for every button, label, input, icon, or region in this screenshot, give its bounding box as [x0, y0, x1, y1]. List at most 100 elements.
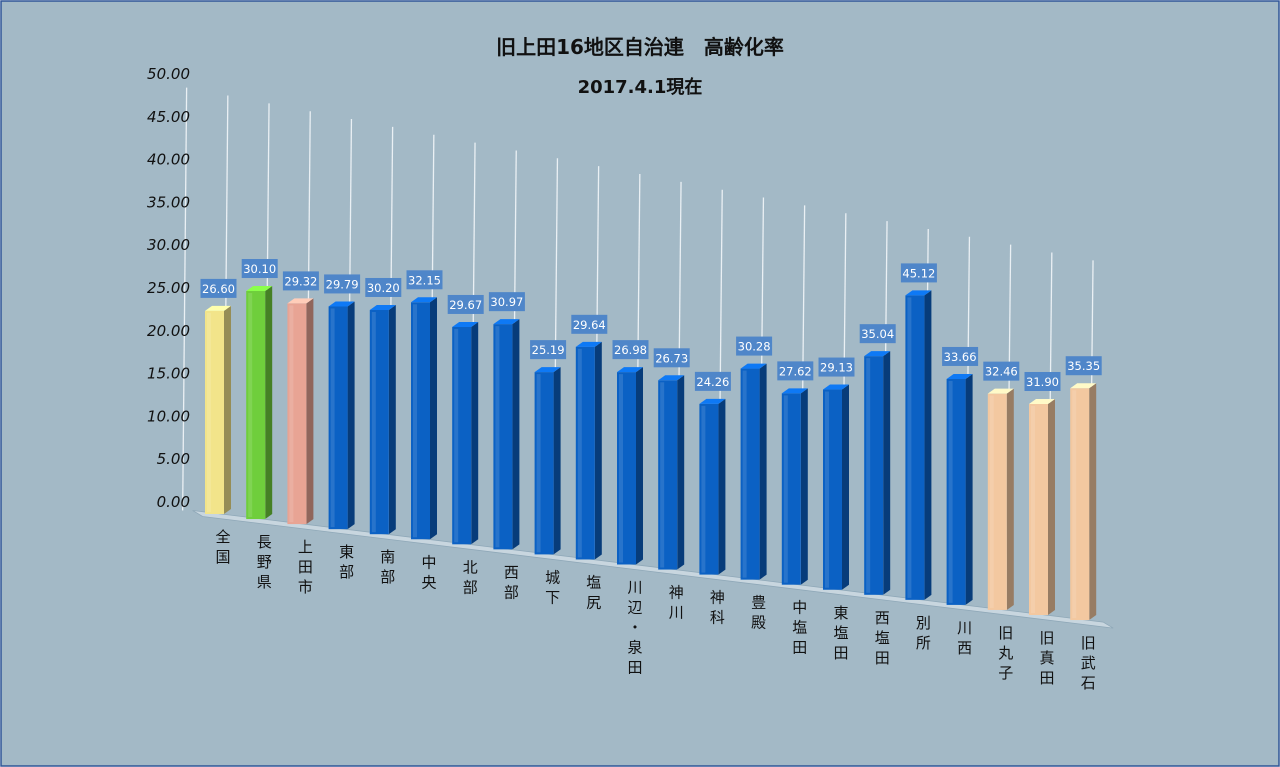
data-label-text: 25.19 — [532, 343, 565, 357]
x-tick-label-text: 川辺・泉田 — [627, 579, 642, 677]
bar — [493, 319, 520, 550]
x-tick-label-text: 南部 — [380, 548, 395, 586]
x-tick-label-text: 上田市 — [298, 538, 313, 596]
bar — [699, 398, 726, 575]
data-label-text: 35.04 — [861, 327, 894, 341]
bar-front — [905, 295, 925, 600]
y-tick-label: 25.00 — [147, 279, 190, 297]
floor-plane — [192, 510, 1114, 629]
chart-floor — [192, 510, 1114, 629]
bar-side — [759, 363, 767, 580]
bar — [205, 305, 231, 514]
bar-top — [946, 373, 973, 379]
bar-front — [658, 380, 678, 570]
data-label: 29.67 — [447, 294, 484, 314]
bar-front — [823, 389, 842, 590]
bar-top — [987, 388, 1014, 394]
bar-side — [965, 373, 973, 605]
data-label-text: 29.13 — [820, 361, 853, 375]
data-label: 29.32 — [282, 271, 319, 291]
data-label-text: 30.97 — [490, 295, 523, 309]
bar — [1070, 383, 1097, 621]
bar-front — [699, 403, 719, 575]
bar-top — [617, 367, 643, 373]
data-label: 29.13 — [818, 357, 855, 377]
y-tick-label: 40.00 — [147, 151, 190, 169]
data-label: 29.79 — [324, 274, 361, 294]
bar-side — [553, 367, 561, 555]
x-tick-label-text: 旧武石 — [1081, 634, 1096, 692]
x-tick-label-text: 川西 — [957, 619, 972, 657]
x-tick-label-text: 西塩田 — [875, 609, 890, 667]
data-label-text: 30.28 — [738, 340, 771, 354]
data-label-text: 29.32 — [284, 274, 317, 288]
x-tick-label: 南部 — [380, 548, 395, 586]
data-label-box — [406, 270, 443, 290]
bar-side — [430, 297, 437, 540]
x-tick-label: 中央 — [421, 553, 436, 591]
data-label: 30.10 — [241, 259, 278, 279]
data-label-text: 26.73 — [655, 351, 688, 365]
bar-highlight — [248, 293, 253, 518]
x-tick-label: 別所 — [916, 614, 931, 652]
x-tick-label-text: 神川 — [669, 584, 684, 622]
x-tick-label: 豊殿 — [751, 594, 766, 632]
bar — [246, 286, 273, 520]
bar-highlight — [701, 405, 706, 573]
bar — [617, 367, 643, 565]
bar-top — [658, 375, 685, 381]
bar — [369, 304, 396, 535]
bar — [823, 384, 849, 590]
x-tick-label: 川辺・泉田 — [627, 579, 642, 677]
data-label-box — [1024, 371, 1061, 391]
bar-top — [1070, 383, 1097, 389]
bar — [946, 373, 973, 605]
bar-highlight — [454, 328, 459, 543]
x-tick-label-text: 旧丸子 — [998, 624, 1013, 682]
bar-side — [224, 305, 231, 514]
x-tick-label: 東部 — [339, 543, 354, 581]
x-tick-label-text: 全国 — [215, 528, 230, 566]
data-label-text: 35.35 — [1067, 359, 1100, 373]
bar-side — [800, 388, 808, 585]
bar-highlight — [207, 312, 211, 512]
y-axis: 0.00 5.00 10.00 15.00 20.00 25.00 30.00 35.00 40… — [147, 65, 190, 511]
bar-highlight — [783, 395, 788, 583]
y-tick-label: 50.00 — [147, 65, 190, 83]
chart-title: 旧上田16地区自治連 高齢化率 — [496, 35, 784, 59]
x-tick-label-text: 神科 — [710, 589, 725, 627]
bar-side — [718, 398, 726, 575]
bar-highlight — [413, 304, 417, 538]
data-label-text: 26.98 — [614, 343, 647, 357]
bar-front — [740, 368, 760, 580]
data-label-text: 45.12 — [902, 266, 935, 280]
bar-top — [287, 298, 314, 304]
bar-highlight — [619, 374, 623, 563]
grid-line — [181, 87, 188, 511]
x-tick-label: 中塩田 — [792, 599, 807, 657]
bar-highlight — [825, 391, 829, 588]
bar-group — [205, 286, 1097, 621]
bar-front — [534, 372, 554, 555]
data-label-box — [571, 314, 608, 334]
x-tick-label: 塩尻 — [586, 573, 601, 611]
data-label: 32.46 — [983, 361, 1020, 381]
bar-side — [306, 298, 314, 525]
data-label: 24.26 — [694, 371, 731, 391]
x-tick-label-text: 東部 — [339, 543, 354, 581]
bar — [987, 388, 1014, 610]
data-label-box — [324, 274, 361, 294]
bar-side — [636, 367, 643, 565]
data-label-box — [983, 361, 1020, 381]
x-tick-label: 北部 — [463, 558, 478, 596]
bar-top — [823, 384, 849, 390]
data-label: 30.97 — [488, 292, 525, 312]
bar — [864, 351, 891, 595]
data-label-box — [1065, 356, 1102, 376]
data-label: 32.15 — [406, 270, 443, 290]
x-tick-label: 川西 — [957, 619, 972, 657]
data-label: 30.20 — [365, 277, 402, 297]
bar-front — [1070, 388, 1090, 621]
x-tick-label-text: 別所 — [916, 614, 931, 652]
